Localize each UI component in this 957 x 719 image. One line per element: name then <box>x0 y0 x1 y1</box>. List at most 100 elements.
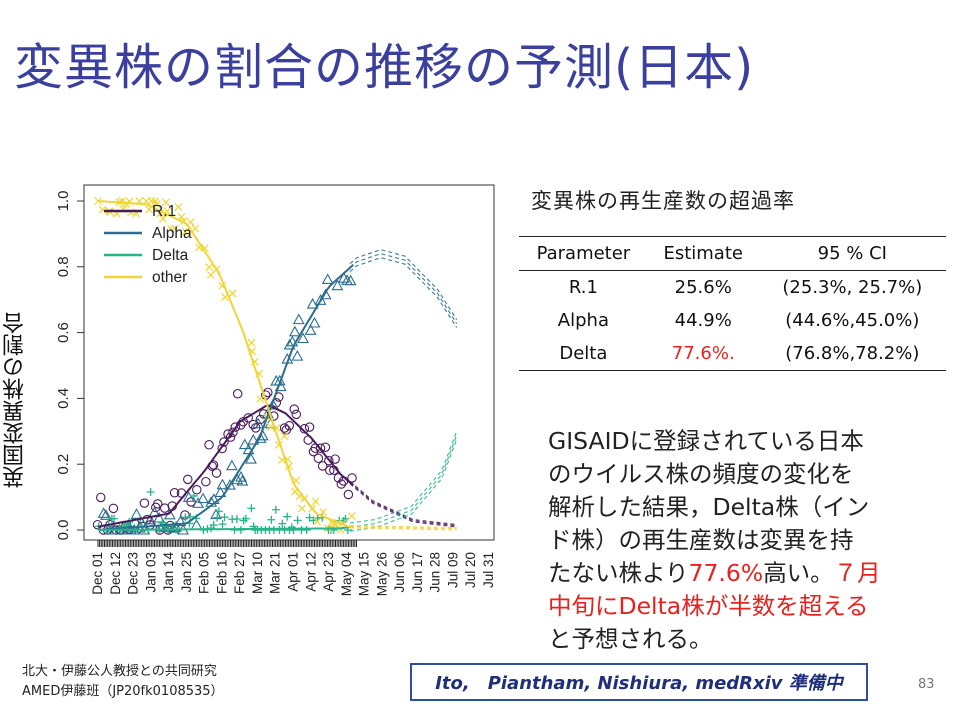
delta-point <box>214 507 223 516</box>
alpha-point <box>267 398 279 410</box>
other-point <box>228 289 237 298</box>
delta-point <box>232 515 241 524</box>
alpha-point <box>235 470 247 482</box>
r1-point <box>330 454 340 464</box>
fit-line-forecast <box>349 524 457 529</box>
delta-point <box>267 515 276 524</box>
delta-point <box>218 520 227 529</box>
reproduction-ratio-title: 変異株の再生産数の超過率 <box>531 189 795 213</box>
footnote: 北大・伊藤公人教授との共同研究 AMED伊藤班（JP20fk0108535） <box>22 662 224 702</box>
alpha-point <box>304 324 317 335</box>
y-tick-label: 0.4 <box>55 388 72 409</box>
delta-point <box>189 491 198 500</box>
alpha-point <box>97 507 110 518</box>
r1-point <box>232 389 243 399</box>
alpha-point <box>170 520 183 532</box>
summary-highlight: ７月 <box>833 559 881 587</box>
x-tick-label: Jan 03 <box>143 552 158 593</box>
alpha-point <box>144 513 157 525</box>
row-estimate: 25.6% <box>674 277 732 298</box>
alpha-point <box>252 417 265 429</box>
fit-line-forecast <box>349 527 457 531</box>
x-tick-label: Mar 21 <box>268 552 283 594</box>
footnote-line: 北大・伊藤公人教授との共同研究 <box>22 664 217 679</box>
legend-label: Alpha <box>152 225 192 242</box>
x-tick-label: Jun 06 <box>392 552 407 593</box>
r1-point <box>333 473 344 483</box>
summary-highlight: 中旬にDelta株が半数を超える <box>548 592 869 620</box>
alpha-point <box>291 349 304 361</box>
x-tick-label: Jan 25 <box>179 552 194 593</box>
table-header-row: Parameter Estimate 95 % CI <box>519 236 946 271</box>
header-estimate: Estimate <box>647 236 759 271</box>
r1-point <box>96 492 106 503</box>
alpha-point <box>314 294 327 305</box>
x-tick-label: Jul 20 <box>463 552 478 588</box>
r1-point <box>269 411 279 421</box>
fit-line-forecast <box>349 483 457 528</box>
other-point <box>347 512 356 520</box>
r1-point <box>284 420 295 431</box>
delta-point <box>241 514 250 523</box>
alpha-point <box>197 492 209 504</box>
alpha-point <box>254 432 267 443</box>
fit-line-forecast <box>349 434 458 528</box>
header-parameter: Parameter <box>519 236 648 271</box>
r1-point <box>92 519 103 530</box>
y-axis-label: 英国変異株の割合 <box>3 312 28 488</box>
other-point <box>280 432 289 440</box>
summary-text: GISAIDに登録されている日本 のウイルス株の頻度の変化を 解析した結果，De… <box>548 425 928 656</box>
fit-line-forecast <box>349 480 457 526</box>
delta-point <box>302 526 311 534</box>
delta-point <box>283 512 292 521</box>
r1-point <box>248 419 258 430</box>
x-tick-label: Apr 01 <box>286 552 301 592</box>
footnote-line: AMED伊藤班（JP20fk0108535） <box>22 684 224 699</box>
delta-point <box>247 504 256 513</box>
r1-point <box>183 474 193 485</box>
x-tick-label: Jul 09 <box>445 552 460 588</box>
x-tick-label: May 26 <box>374 552 389 596</box>
x-tick-label: Feb 27 <box>232 552 247 594</box>
r1-point <box>230 422 241 432</box>
delta-point <box>271 505 280 514</box>
row-ci: (76.8%,78.2%) <box>758 337 946 371</box>
fit-line-solid <box>98 525 354 531</box>
r1-point <box>289 404 299 414</box>
alpha-point <box>308 316 321 328</box>
summary-line: 高い。 <box>763 559 834 587</box>
other-point <box>174 203 183 211</box>
y-tick-label: 0.8 <box>55 256 72 277</box>
r1-point <box>152 499 163 509</box>
x-tick-label: May 15 <box>357 552 372 596</box>
fit-line-forecast <box>349 249 458 320</box>
alpha-point <box>214 486 227 498</box>
r1-point <box>315 443 326 453</box>
alpha-point <box>331 279 344 291</box>
delta-point <box>213 513 222 522</box>
y-tick-label: 0.2 <box>55 454 72 475</box>
table-row: Alpha 44.9% (44.6%,45.0%) <box>519 304 946 337</box>
fit-curves <box>97 200 458 532</box>
row-estimate: 77.6%. <box>647 337 759 371</box>
data-markers <box>92 197 357 535</box>
r1-point <box>219 437 229 447</box>
r1-point <box>243 413 253 423</box>
r1-point <box>347 473 357 483</box>
r1-point <box>336 479 347 489</box>
row-estimate: 44.9% <box>674 310 732 331</box>
delta-point <box>278 519 287 528</box>
alpha-point <box>182 491 195 502</box>
delta-point <box>341 514 350 523</box>
r1-point <box>169 487 180 498</box>
page-number: 83 <box>918 677 935 692</box>
fit-line-forecast <box>349 253 458 324</box>
other-point <box>152 199 161 208</box>
r1-point <box>304 422 315 432</box>
r1-point <box>291 409 302 420</box>
row-parameter: Alpha <box>557 310 609 331</box>
r1-point <box>139 498 150 508</box>
summary-line: 解析した結果，Delta株（イン <box>548 493 870 521</box>
x-tick-label: Apr 23 <box>321 552 336 592</box>
alpha-point <box>321 273 334 285</box>
